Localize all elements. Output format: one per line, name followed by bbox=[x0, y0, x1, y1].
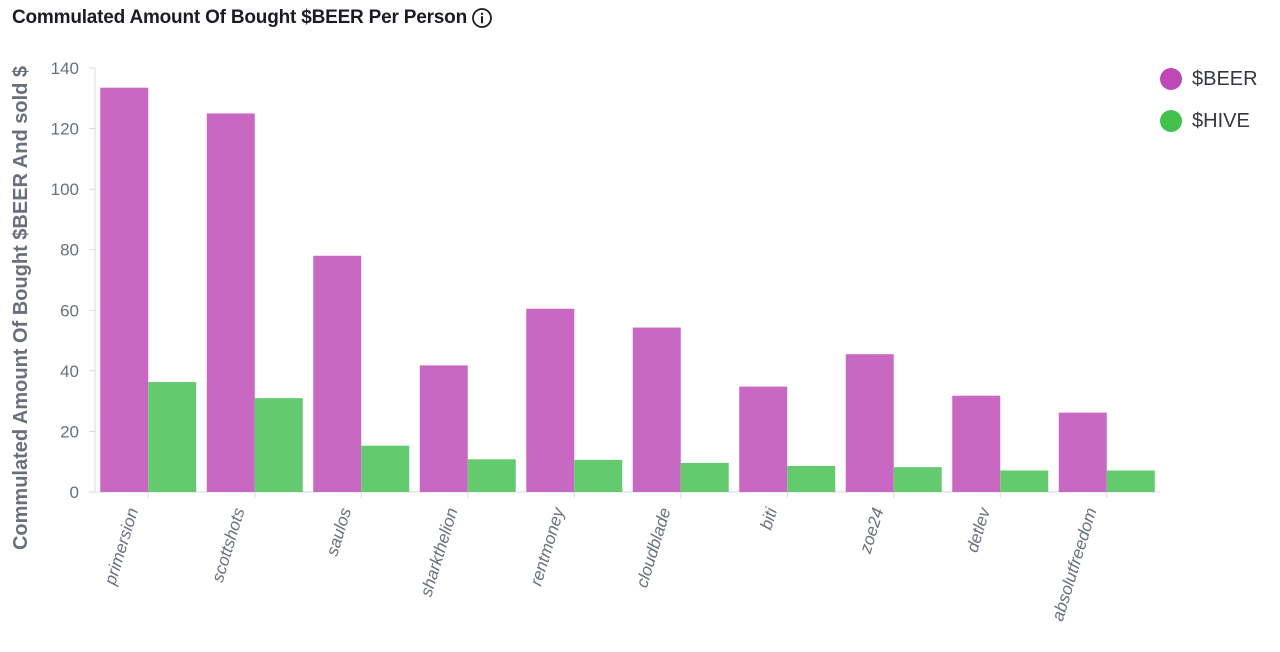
bar-beer-scottshots[interactable] bbox=[206, 113, 255, 492]
y-tick-label: 120 bbox=[51, 120, 79, 139]
bar-hive-absolutfreedom[interactable] bbox=[1106, 470, 1155, 492]
panel-header: Commulated Amount Of Bought $BEER Per Pe… bbox=[12, 4, 493, 32]
y-axis-title: Commulated Amount Of Bought $BEER And so… bbox=[10, 66, 32, 550]
y-tick-label: 100 bbox=[51, 180, 79, 199]
x-tick-label: saulos bbox=[323, 505, 356, 558]
y-tick-label: 0 bbox=[70, 483, 79, 502]
bars bbox=[100, 87, 1155, 492]
legend-item-hive[interactable]: $HIVE bbox=[1160, 100, 1270, 142]
bar-beer-detlev[interactable] bbox=[952, 395, 1001, 492]
x-tick-label: sharkthelion bbox=[417, 506, 462, 599]
panel-title: Commulated Amount Of Bought $BEER Per Pe… bbox=[12, 7, 467, 28]
bar-beer-rentmoney[interactable] bbox=[526, 308, 575, 492]
y-tick-label: 60 bbox=[60, 301, 79, 320]
x-tick-label: cloudblade bbox=[632, 506, 674, 590]
legend-label: $HIVE bbox=[1192, 109, 1250, 132]
bar-beer-zoe24[interactable] bbox=[845, 354, 894, 492]
y-tick-label: 140 bbox=[51, 59, 79, 78]
y-axis: 0 20 40 60 80 100 120 140 bbox=[51, 59, 96, 502]
bar-hive-sharkthelion[interactable] bbox=[467, 459, 516, 492]
x-tick-label: biti bbox=[757, 504, 782, 532]
x-tick-label: absolutfreedom bbox=[1048, 506, 1100, 624]
legend-swatch bbox=[1160, 68, 1182, 90]
x-tick-label: zoe24 bbox=[856, 506, 888, 557]
info-icon[interactable] bbox=[471, 7, 493, 29]
bar-hive-rentmoney[interactable] bbox=[574, 459, 623, 492]
y-tick-label: 80 bbox=[60, 241, 79, 260]
bar-beer-cloudblade[interactable] bbox=[632, 327, 681, 492]
bar-hive-scottshots[interactable] bbox=[254, 398, 303, 492]
x-tick-label: primersion bbox=[100, 506, 142, 588]
bar-beer-absolutfreedom[interactable] bbox=[1058, 412, 1107, 492]
bar-hive-cloudblade[interactable] bbox=[680, 462, 729, 492]
bar-hive-detlev[interactable] bbox=[1000, 470, 1049, 492]
legend-label: $BEER bbox=[1192, 67, 1258, 90]
bar-beer-primersion[interactable] bbox=[100, 87, 149, 492]
bar-hive-zoe24[interactable] bbox=[893, 467, 942, 492]
x-axis: primersion scottshots saulos sharkthelion re… bbox=[95, 491, 1160, 624]
legend-swatch bbox=[1160, 110, 1182, 132]
bar-beer-sharkthelion[interactable] bbox=[419, 365, 468, 492]
x-tick-label: detlev bbox=[963, 504, 995, 554]
legend-item-beer[interactable]: $BEER bbox=[1160, 58, 1270, 100]
bar-hive-primersion[interactable] bbox=[148, 382, 197, 492]
y-tick-label: 20 bbox=[60, 422, 79, 441]
y-tick-label: 40 bbox=[60, 362, 79, 381]
bar-beer-saulos[interactable] bbox=[313, 255, 362, 492]
x-tick-label: scottshots bbox=[208, 505, 249, 584]
bar-beer-biti[interactable] bbox=[739, 386, 788, 492]
bar-hive-saulos[interactable] bbox=[361, 445, 410, 492]
legend: $BEER $HIVE bbox=[1160, 58, 1270, 142]
bar-hive-biti[interactable] bbox=[787, 465, 836, 492]
x-tick-label: rentmoney bbox=[526, 504, 568, 588]
